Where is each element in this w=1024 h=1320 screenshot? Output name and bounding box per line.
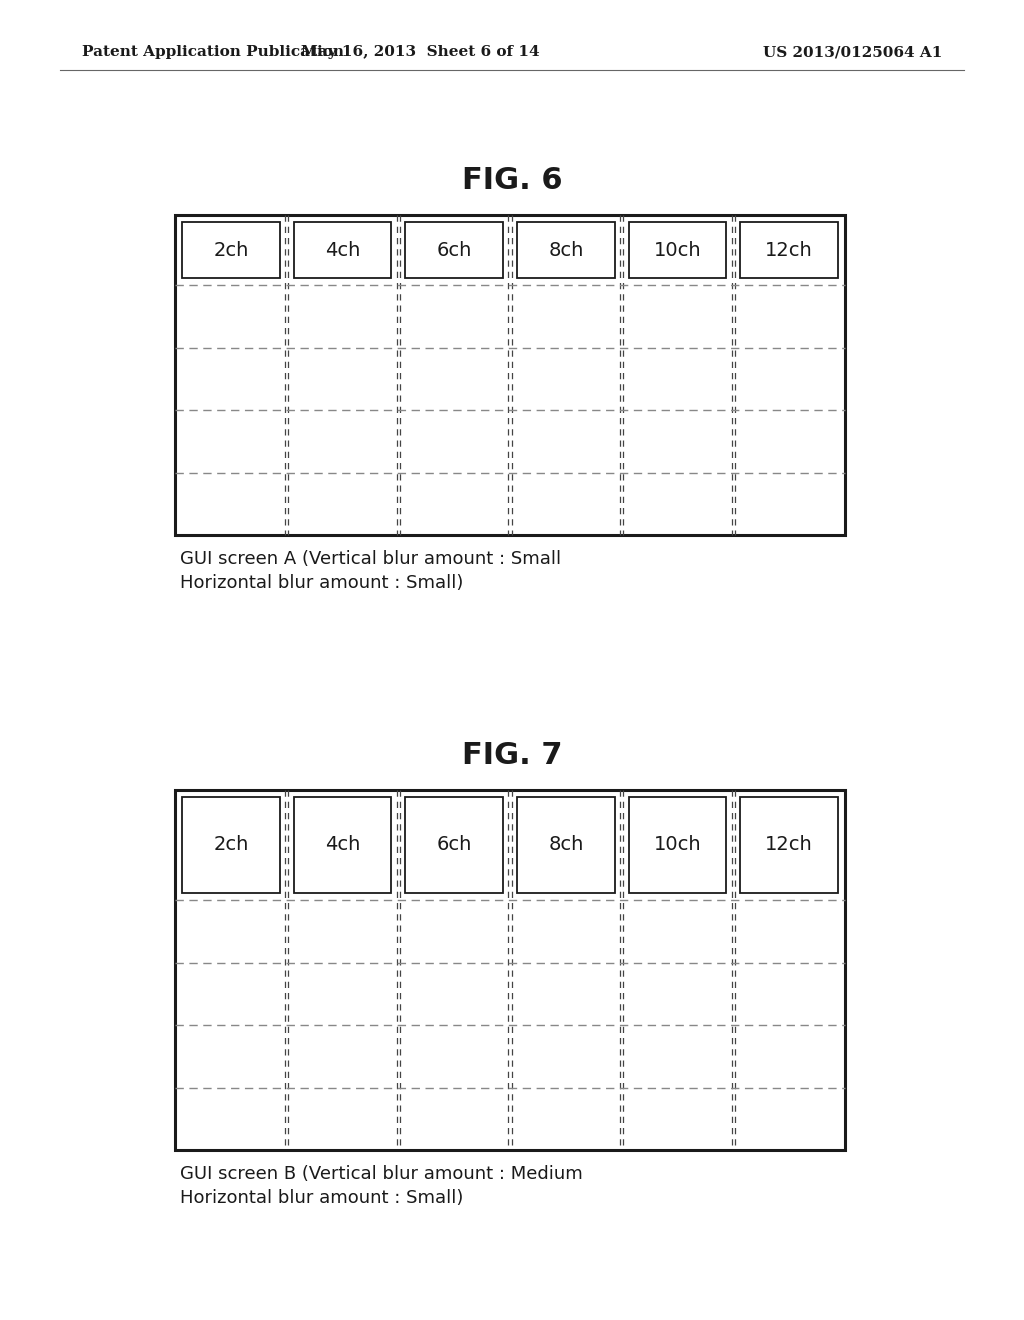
Text: 12ch: 12ch xyxy=(765,240,813,260)
Bar xyxy=(182,222,280,279)
Text: 10ch: 10ch xyxy=(653,836,701,854)
Bar xyxy=(517,222,614,279)
Text: Horizontal blur amount : Small): Horizontal blur amount : Small) xyxy=(180,1189,464,1206)
Text: 8ch: 8ch xyxy=(548,836,584,854)
Bar xyxy=(294,797,391,894)
Text: FIG. 7: FIG. 7 xyxy=(462,741,562,770)
Bar xyxy=(517,797,614,894)
Text: 4ch: 4ch xyxy=(325,836,360,854)
Text: 4ch: 4ch xyxy=(325,240,360,260)
Bar xyxy=(629,222,726,279)
Text: 12ch: 12ch xyxy=(765,836,813,854)
Text: 6ch: 6ch xyxy=(436,836,472,854)
Text: GUI screen A (Vertical blur amount : Small: GUI screen A (Vertical blur amount : Sma… xyxy=(180,550,561,568)
Text: GUI screen B (Vertical blur amount : Medium: GUI screen B (Vertical blur amount : Med… xyxy=(180,1166,583,1183)
Bar xyxy=(175,789,845,1150)
Bar xyxy=(294,222,391,279)
Bar xyxy=(175,215,845,535)
Text: 6ch: 6ch xyxy=(436,240,472,260)
Bar xyxy=(182,797,280,894)
Text: Patent Application Publication: Patent Application Publication xyxy=(82,45,344,59)
Text: 2ch: 2ch xyxy=(213,240,249,260)
Text: May 16, 2013  Sheet 6 of 14: May 16, 2013 Sheet 6 of 14 xyxy=(301,45,540,59)
Text: US 2013/0125064 A1: US 2013/0125064 A1 xyxy=(763,45,942,59)
Bar xyxy=(406,222,503,279)
Bar xyxy=(740,222,838,279)
Text: 8ch: 8ch xyxy=(548,240,584,260)
Text: 2ch: 2ch xyxy=(213,836,249,854)
Text: FIG. 6: FIG. 6 xyxy=(462,166,562,195)
Text: 10ch: 10ch xyxy=(653,240,701,260)
Bar xyxy=(740,797,838,894)
Text: Horizontal blur amount : Small): Horizontal blur amount : Small) xyxy=(180,574,464,591)
Bar xyxy=(629,797,726,894)
Bar xyxy=(406,797,503,894)
